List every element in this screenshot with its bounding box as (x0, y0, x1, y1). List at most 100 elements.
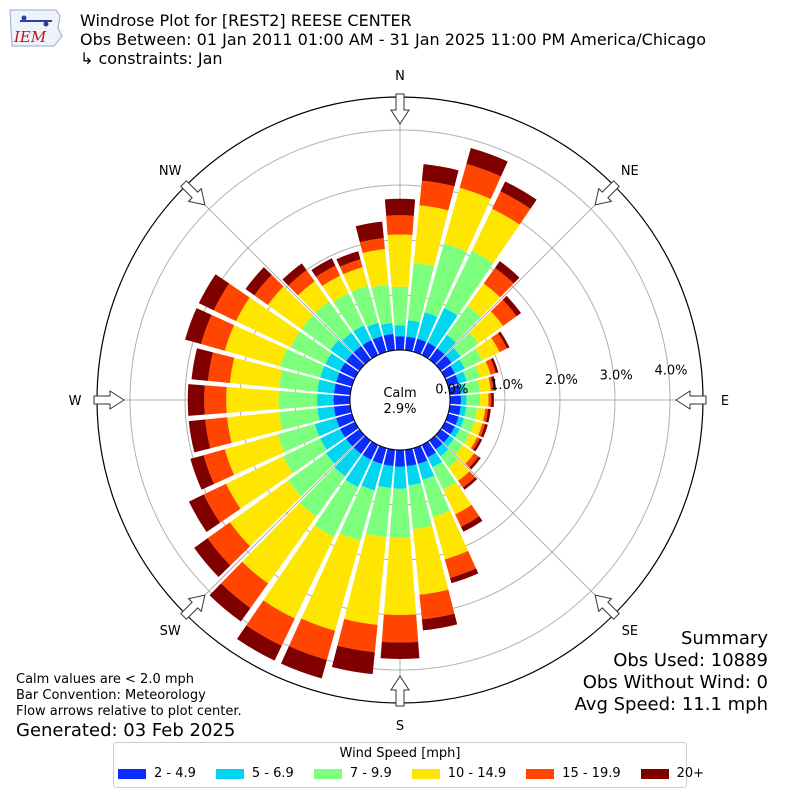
bar-segment-90-speed-3 (480, 393, 489, 407)
bar-segment-220-speed-4 (221, 561, 269, 609)
bar-segment-180-speed-2 (389, 488, 411, 538)
bar-segment-110-speed-0 (445, 413, 459, 426)
bar-segment-70-speed-2 (463, 365, 480, 382)
bar-segment-110-speed-5 (480, 423, 488, 438)
summary-avg-speed: Avg Speed: 11.1 mph (574, 694, 768, 715)
bar-segment-0-speed-2 (391, 286, 409, 326)
bar-segment-150-speed-1 (427, 452, 443, 468)
bar-segment-30-speed-3 (471, 208, 520, 264)
bar-segment-260-speed-5 (188, 419, 211, 453)
bar-segment-140-speed-1 (435, 443, 449, 457)
bar-segment-290-speed-3 (224, 325, 287, 367)
direction-label-sw: SW (160, 624, 181, 639)
direction-label-n: N (395, 69, 405, 84)
direction-arrow-n (390, 93, 410, 125)
bar-segment-110-speed-2 (460, 417, 475, 432)
bar-segment-10-speed-1 (406, 320, 420, 339)
bar-segment-320-speed-1 (342, 332, 362, 353)
bar-segment-60-speed-3 (475, 337, 500, 361)
note-calm: Calm values are < 2.0 mph (16, 672, 195, 687)
bar-segment-190-speed-5 (331, 645, 375, 675)
bar-segment-230-speed-0 (345, 429, 365, 447)
bar-segment-20-speed-1 (417, 312, 438, 342)
bar-segment-160-speed-1 (417, 460, 435, 480)
bar-segment-330-speed-1 (353, 325, 372, 346)
bar-segment-350-speed-1 (380, 322, 394, 336)
bar-segment-60-speed-0 (441, 365, 455, 379)
bar-segment-220-speed-3 (242, 502, 317, 584)
bar-segment-40-speed-1 (437, 334, 457, 355)
bar-segment-200-speed-3 (301, 533, 361, 631)
bar-segment-300-speed-1 (325, 353, 346, 372)
bar-segment-290-speed-0 (335, 372, 355, 387)
bar-segment-260-speed-3 (227, 412, 283, 443)
bar-segment-160-speed-3 (432, 510, 469, 560)
bar-segment-120-speed-1 (450, 426, 460, 438)
direction-arrow-w (93, 390, 125, 410)
bar-segment-180-speed-3 (383, 537, 417, 615)
summary-title: Summary (681, 628, 768, 649)
bar-segment-80-speed-4 (488, 376, 494, 391)
bar-segment-280-speed-4 (207, 352, 235, 384)
bar-segment-170-speed-2 (408, 483, 433, 530)
summary-obs-used: Obs Used: 10889 (613, 650, 768, 671)
bar-segment-130-speed-2 (447, 438, 463, 455)
bar-segment-260-speed-4 (205, 417, 232, 449)
bar-segment-130-speed-4 (465, 453, 479, 468)
bar-segment-100-speed-3 (475, 407, 486, 422)
bar-segment-240-speed-4 (203, 483, 241, 523)
bar-segment-30-speed-5 (500, 181, 537, 209)
bar-segment-20-speed-3 (444, 187, 491, 252)
calm-value: 2.9% (383, 402, 416, 417)
bar-segment-100-speed-0 (448, 404, 461, 416)
bar-segment-150-speed-5 (461, 516, 483, 532)
bar-segment-160-speed-0 (413, 445, 428, 465)
bar-segment-240-speed-2 (283, 438, 327, 474)
bar-segment-310-speed-5 (245, 267, 272, 296)
bar-segment-90-speed-0 (449, 395, 461, 405)
bar-segment-150-speed-3 (443, 482, 472, 515)
chart-notes: Calm values are < 2.0 mph Bar Convention… (16, 672, 242, 742)
bar-segment-230-speed-3 (229, 480, 302, 547)
bar-segment-190-speed-1 (378, 464, 394, 489)
bar-segment-210-speed-2 (314, 479, 359, 537)
bar-segment-0-speed-3 (387, 234, 413, 288)
bar-segment-10-speed-0 (404, 336, 416, 352)
bar-segment-0-speed-5 (384, 198, 416, 216)
bar-segment-250-speed-4 (203, 449, 235, 484)
bar-segment-190-speed-0 (383, 448, 396, 467)
bar-segment-350-speed-4 (359, 238, 385, 253)
bar-segment-230-speed-4 (207, 522, 251, 566)
direction-arrow-s (390, 675, 410, 707)
bar-segment-330-speed-5 (311, 258, 336, 277)
bar-segment-200-speed-4 (288, 618, 336, 660)
note-flow-arrows: Flow arrows relative to plot center. (16, 704, 242, 719)
bar-segment-280-speed-2 (279, 369, 320, 392)
direction-label-e: E (721, 394, 729, 409)
bar-segment-70-speed-4 (485, 359, 496, 375)
bar-segment-50-speed-1 (445, 347, 461, 363)
bar-segment-190-speed-3 (344, 533, 387, 625)
bar-segment-310-speed-0 (345, 353, 365, 371)
bar-segment-130-speed-1 (443, 435, 455, 447)
bar-segment-170-speed-3 (412, 525, 449, 595)
bar-segment-320-speed-2 (315, 301, 352, 341)
bar-segment-140-speed-0 (429, 435, 443, 450)
radial-tick-label: 4.0% (654, 363, 687, 378)
chart-title-block: Windrose Plot for [REST2] REESE CENTER O… (80, 11, 706, 68)
radial-tick-label: 0.0% (435, 383, 468, 398)
bar-segment-340-speed-2 (351, 285, 379, 327)
bar-segment-110-speed-3 (470, 420, 483, 436)
bar-segment-20-speed-4 (459, 163, 501, 200)
bar-segment-70-speed-3 (475, 361, 491, 378)
bar-segment-40-speed-5 (494, 261, 520, 284)
bar-segment-230-speed-5 (194, 538, 231, 578)
calm-label: Calm (383, 386, 416, 401)
bar-segment-280-speed-3 (229, 357, 283, 388)
legend-label: 20+ (676, 766, 705, 781)
bar-segment-80-speed-2 (464, 380, 480, 394)
direction-spoke (185, 185, 365, 365)
bar-segment-70-speed-5 (490, 357, 499, 374)
bar-segment-120-speed-2 (454, 428, 470, 444)
bar-segment-140-speed-3 (448, 459, 470, 481)
